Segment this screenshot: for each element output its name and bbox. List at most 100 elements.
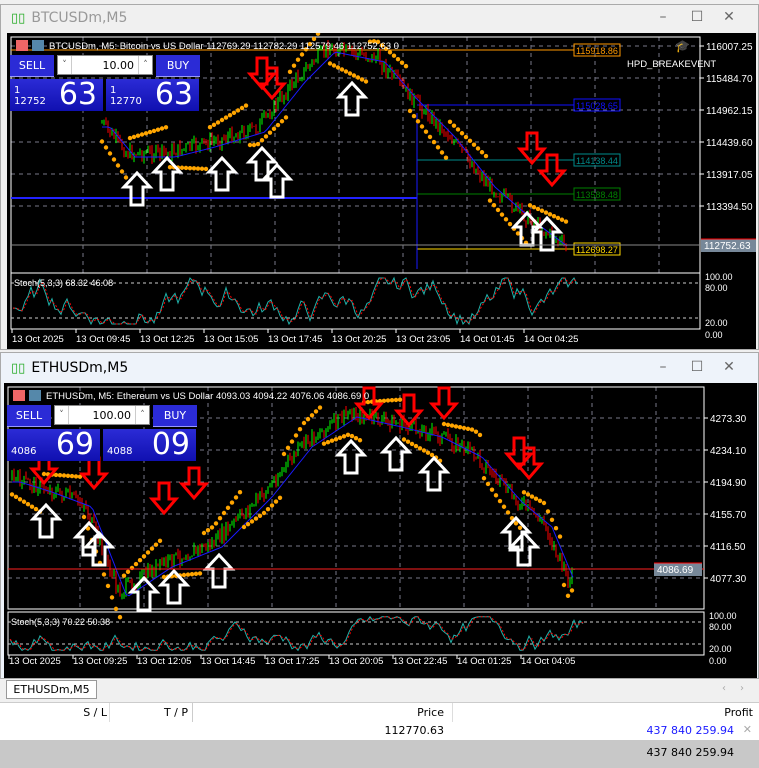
psar-dot bbox=[237, 490, 243, 495]
lot-size-stepper[interactable]: ˅ 100.00 ˄ bbox=[54, 405, 150, 425]
table-row[interactable]: 112770.63 437 840 259.94 ✕ bbox=[0, 722, 759, 740]
buy-signal-arrow-icon bbox=[127, 575, 161, 612]
tab-scroll-right[interactable]: › bbox=[740, 683, 744, 694]
psar-dot bbox=[317, 405, 323, 410]
price-axis-label: 4273.30 bbox=[710, 414, 747, 425]
psar-dot bbox=[559, 217, 565, 222]
psar-dot bbox=[179, 165, 185, 170]
psar-dot bbox=[427, 134, 433, 140]
buy-button[interactable]: BUY bbox=[153, 405, 197, 427]
psar-dot bbox=[483, 153, 489, 159]
psar-dot bbox=[487, 198, 493, 203]
stoch-axis-label: 20.00 bbox=[705, 318, 728, 328]
time-axis-label: 13 Oct 12:25 bbox=[140, 334, 194, 345]
psar-dot bbox=[139, 132, 145, 137]
buy-button[interactable]: BUY bbox=[156, 55, 200, 77]
totals-bar: 437 840 259.94 bbox=[0, 740, 759, 768]
psar-dot bbox=[141, 554, 147, 559]
ask-price-big: 63 bbox=[154, 77, 193, 112]
psar-dot bbox=[287, 69, 293, 75]
tab-ethusdm-m5[interactable]: ETHUSDm,M5 bbox=[6, 680, 97, 699]
btc-chart-canvas[interactable]: 115918.86 115028.65 114138.44 113588.48 1126… bbox=[7, 33, 756, 349]
psar-dot bbox=[267, 130, 273, 135]
time-axis-label: 13 Oct 09:45 bbox=[76, 334, 130, 345]
psar-dot bbox=[25, 502, 31, 507]
psar-dot bbox=[103, 145, 109, 150]
psar-dot bbox=[389, 397, 395, 403]
stoch-axis-label: 100.00 bbox=[709, 611, 737, 621]
decrease-lot-icon[interactable]: ˅ bbox=[55, 406, 69, 424]
psar-dot bbox=[339, 67, 345, 72]
price-axis-label: 4234.10 bbox=[710, 446, 747, 457]
psar-dot bbox=[391, 53, 397, 58]
close-position-icon[interactable]: ✕ bbox=[742, 723, 752, 736]
psar-dot bbox=[557, 534, 563, 539]
col-price[interactable]: Price bbox=[417, 706, 444, 719]
increase-lot-icon[interactable]: ˄ bbox=[138, 56, 152, 74]
psar-dot bbox=[61, 473, 67, 478]
sell-button[interactable]: SELL bbox=[7, 405, 51, 427]
psar-dot bbox=[263, 134, 269, 139]
psar-dot bbox=[223, 115, 229, 120]
buy-signal-arrow-icon bbox=[150, 155, 184, 192]
psar-dot bbox=[221, 510, 227, 516]
psar-dot bbox=[99, 139, 105, 144]
tab-scroll-left[interactable]: ‹ bbox=[722, 683, 726, 694]
psar-dot bbox=[231, 110, 237, 116]
psar-dot bbox=[401, 437, 407, 442]
row-profit: 437 840 259.94 bbox=[646, 724, 734, 737]
buy-signal-arrow-icon bbox=[530, 215, 564, 252]
psar-dot bbox=[375, 39, 381, 45]
psar-dot bbox=[329, 438, 335, 443]
bid-price-big: 63 bbox=[58, 77, 97, 112]
psar-dot bbox=[245, 522, 251, 527]
level-price: 115918.86 bbox=[576, 46, 618, 56]
psar-dot bbox=[335, 65, 341, 70]
eth-chart-canvas[interactable]: 4273.30 4234.10 4194.90 4155.70 4116.50 4077.… bbox=[4, 383, 757, 678]
psar-dot bbox=[227, 113, 233, 118]
lot-size-input[interactable]: 100.00 bbox=[92, 408, 132, 422]
decrease-lot-icon[interactable]: ˅ bbox=[58, 56, 72, 74]
minimize-button[interactable]: – bbox=[659, 9, 667, 25]
col-sl[interactable]: S / L bbox=[83, 706, 107, 719]
psar-dot bbox=[119, 169, 125, 174]
psar-dot bbox=[53, 472, 59, 478]
buy-price-button[interactable]: 4088 09 bbox=[103, 427, 196, 462]
btc-title-bar[interactable]: ▯▯ BTCUSDm,M5 – ☐ ✕ bbox=[1, 5, 758, 31]
psar-dot bbox=[455, 127, 461, 132]
psar-dot bbox=[219, 117, 225, 123]
level-box bbox=[573, 153, 621, 167]
time-axis-label: 13 Oct 2025 bbox=[12, 334, 64, 345]
psar-dot bbox=[247, 142, 253, 148]
psar-dot bbox=[41, 471, 47, 477]
maximize-button[interactable]: ☐ bbox=[690, 359, 704, 375]
psar-dot bbox=[115, 163, 121, 168]
psar-dot bbox=[279, 119, 285, 124]
close-button[interactable]: ✕ bbox=[723, 359, 735, 375]
col-tp[interactable]: T / P bbox=[163, 706, 188, 719]
trade-table-header: S / L T / P Price Profit bbox=[0, 702, 759, 741]
expert-advisor-label: HPD_BREAKEVENT bbox=[627, 59, 716, 70]
psar-dot bbox=[543, 210, 549, 215]
minimize-button[interactable]: – bbox=[659, 359, 667, 375]
sell-price-button[interactable]: 4086 69 bbox=[7, 427, 100, 462]
lot-size-input[interactable]: 10.00 bbox=[102, 58, 135, 72]
psar-dot bbox=[157, 538, 163, 544]
candles-icon: ▯▯ bbox=[11, 360, 26, 376]
col-profit[interactable]: Profit bbox=[724, 706, 753, 719]
buy-signal-arrow-icon bbox=[120, 170, 154, 207]
increase-lot-icon[interactable]: ˄ bbox=[135, 406, 149, 424]
time-axis-label: 13 Oct 2025 bbox=[9, 656, 61, 667]
eth-chart[interactable]: 4273.30 4234.10 4194.90 4155.70 4116.50 4077.… bbox=[4, 383, 757, 678]
sell-price-button[interactable]: 1 12752 63 bbox=[10, 77, 103, 112]
lot-size-stepper[interactable]: ˅ 10.00 ˄ bbox=[57, 55, 153, 75]
buy-price-button[interactable]: 1 12770 63 bbox=[106, 77, 199, 112]
eth-title-bar[interactable]: ▯▯ ETHUSDm,M5 – ☐ ✕ bbox=[1, 355, 758, 381]
maximize-button[interactable]: ☐ bbox=[690, 9, 704, 25]
psar-dot bbox=[493, 493, 499, 498]
sell-button[interactable]: SELL bbox=[10, 55, 54, 77]
stoch-axis-label: 80.00 bbox=[705, 283, 728, 293]
btc-chart[interactable]: 115918.86 115028.65 114138.44 113588.48 1126… bbox=[7, 33, 756, 349]
psar-dot bbox=[327, 61, 333, 66]
close-button[interactable]: ✕ bbox=[723, 9, 735, 25]
